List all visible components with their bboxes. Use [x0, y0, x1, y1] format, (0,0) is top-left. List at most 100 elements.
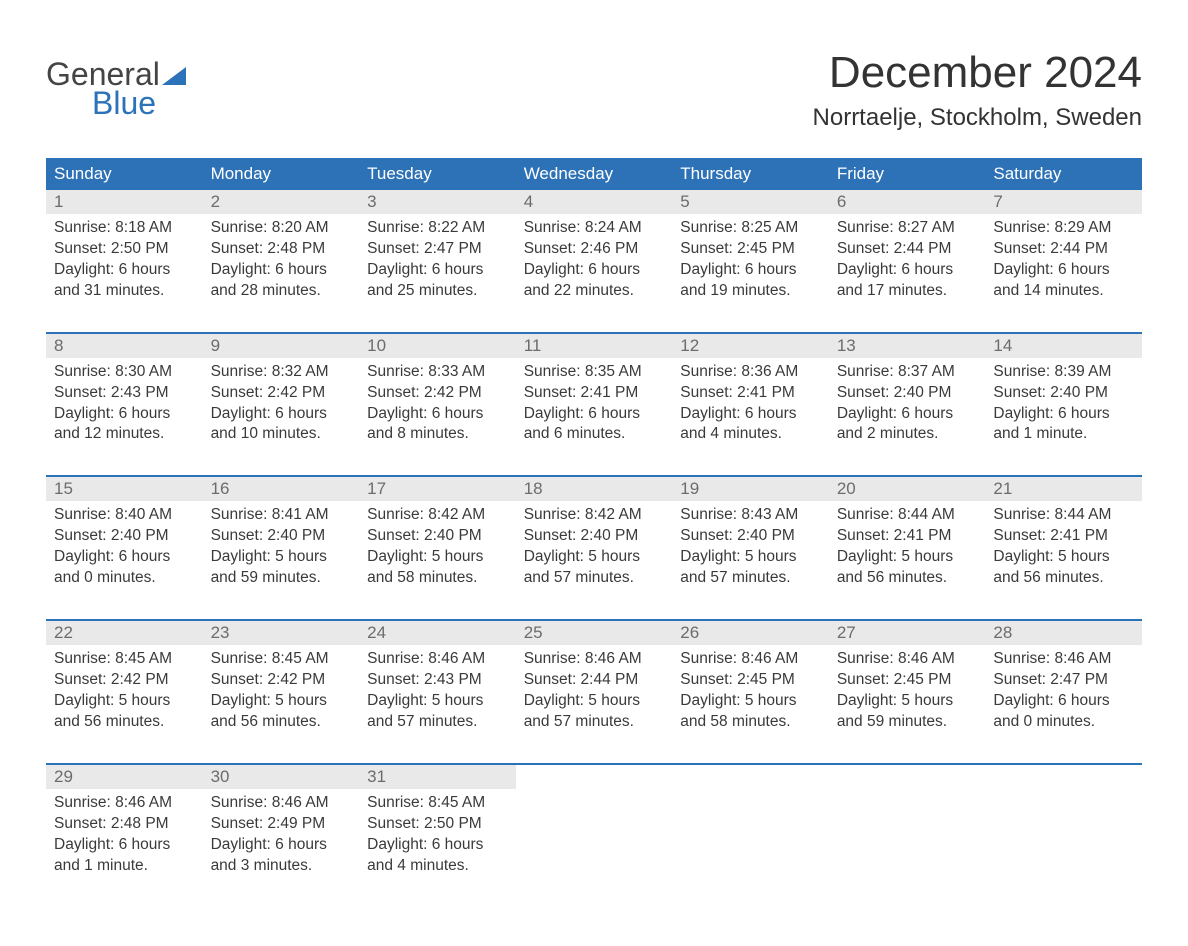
daylight-text-2: and 6 minutes.: [524, 424, 665, 445]
title-block: December 2024 Norrtaelje, Stockholm, Swe…: [813, 30, 1142, 140]
day-number: 19: [672, 477, 829, 501]
sunset-text: Sunset: 2:43 PM: [367, 670, 508, 691]
sunset-text: Sunset: 2:48 PM: [54, 814, 195, 835]
daylight-text-2: and 25 minutes.: [367, 281, 508, 302]
day-detail: Sunrise: 8:46 AMSunset: 2:49 PMDaylight:…: [203, 789, 360, 907]
day-detail: [672, 789, 829, 907]
sunset-text: Sunset: 2:40 PM: [680, 526, 821, 547]
day-detail: Sunrise: 8:44 AMSunset: 2:41 PMDaylight:…: [985, 501, 1142, 620]
day-detail: [829, 789, 986, 907]
day-detail: Sunrise: 8:30 AMSunset: 2:43 PMDaylight:…: [46, 358, 203, 477]
daylight-text-2: and 12 minutes.: [54, 424, 195, 445]
day-number: 9: [203, 334, 360, 358]
day-detail: Sunrise: 8:46 AMSunset: 2:43 PMDaylight:…: [359, 645, 516, 764]
daylight-text-2: and 56 minutes.: [993, 568, 1134, 589]
daylight-text-1: Daylight: 6 hours: [367, 835, 508, 856]
daylight-text-2: and 22 minutes.: [524, 281, 665, 302]
day-number: 20: [829, 477, 986, 501]
day-detail: Sunrise: 8:42 AMSunset: 2:40 PMDaylight:…: [516, 501, 673, 620]
daylight-text-2: and 59 minutes.: [837, 712, 978, 733]
day-number: 28: [985, 621, 1142, 645]
day-detail: Sunrise: 8:25 AMSunset: 2:45 PMDaylight:…: [672, 214, 829, 333]
day-number-row: 1234567: [46, 190, 1142, 214]
daylight-text-1: Daylight: 5 hours: [524, 691, 665, 712]
weekday-header: Saturday: [985, 158, 1142, 190]
day-number-row: 22232425262728: [46, 621, 1142, 645]
sunrise-text: Sunrise: 8:39 AM: [993, 362, 1134, 383]
daylight-text-2: and 4 minutes.: [680, 424, 821, 445]
daylight-text-2: and 8 minutes.: [367, 424, 508, 445]
sunset-text: Sunset: 2:47 PM: [367, 239, 508, 260]
day-detail-row: Sunrise: 8:18 AMSunset: 2:50 PMDaylight:…: [46, 214, 1142, 333]
day-detail: Sunrise: 8:29 AMSunset: 2:44 PMDaylight:…: [985, 214, 1142, 333]
sunrise-text: Sunrise: 8:43 AM: [680, 505, 821, 526]
sunset-text: Sunset: 2:40 PM: [993, 383, 1134, 404]
daylight-text-2: and 57 minutes.: [524, 712, 665, 733]
sunrise-text: Sunrise: 8:46 AM: [680, 649, 821, 670]
daylight-text-1: Daylight: 5 hours: [367, 691, 508, 712]
day-detail: Sunrise: 8:46 AMSunset: 2:45 PMDaylight:…: [672, 645, 829, 764]
sunrise-text: Sunrise: 8:36 AM: [680, 362, 821, 383]
day-detail: Sunrise: 8:33 AMSunset: 2:42 PMDaylight:…: [359, 358, 516, 477]
day-detail: Sunrise: 8:36 AMSunset: 2:41 PMDaylight:…: [672, 358, 829, 477]
sunrise-text: Sunrise: 8:42 AM: [367, 505, 508, 526]
sunset-text: Sunset: 2:46 PM: [524, 239, 665, 260]
day-number-row: 15161718192021: [46, 477, 1142, 501]
sunrise-text: Sunrise: 8:24 AM: [524, 218, 665, 239]
day-number: 15: [46, 477, 203, 501]
day-number: 22: [46, 621, 203, 645]
brand-logo: General Blue: [46, 30, 186, 118]
day-number: 21: [985, 477, 1142, 501]
daylight-text-2: and 31 minutes.: [54, 281, 195, 302]
sunrise-text: Sunrise: 8:45 AM: [54, 649, 195, 670]
day-detail: Sunrise: 8:45 AMSunset: 2:50 PMDaylight:…: [359, 789, 516, 907]
day-number: [985, 765, 1142, 789]
daylight-text-1: Daylight: 6 hours: [54, 835, 195, 856]
daylight-text-2: and 2 minutes.: [837, 424, 978, 445]
day-number: [829, 765, 986, 789]
daylight-text-2: and 57 minutes.: [524, 568, 665, 589]
sunset-text: Sunset: 2:50 PM: [54, 239, 195, 260]
sunset-text: Sunset: 2:45 PM: [680, 670, 821, 691]
day-detail: Sunrise: 8:22 AMSunset: 2:47 PMDaylight:…: [359, 214, 516, 333]
day-number: 10: [359, 334, 516, 358]
day-detail: Sunrise: 8:37 AMSunset: 2:40 PMDaylight:…: [829, 358, 986, 477]
weekday-header: Monday: [203, 158, 360, 190]
day-number: 1: [46, 190, 203, 214]
sunrise-text: Sunrise: 8:37 AM: [837, 362, 978, 383]
day-number: 2: [203, 190, 360, 214]
day-detail: Sunrise: 8:46 AMSunset: 2:45 PMDaylight:…: [829, 645, 986, 764]
daylight-text-2: and 56 minutes.: [837, 568, 978, 589]
sunrise-text: Sunrise: 8:30 AM: [54, 362, 195, 383]
sunrise-text: Sunrise: 8:40 AM: [54, 505, 195, 526]
daylight-text-1: Daylight: 5 hours: [680, 547, 821, 568]
brand-word2: Blue: [46, 85, 156, 121]
daylight-text-2: and 1 minute.: [993, 424, 1134, 445]
sunrise-text: Sunrise: 8:46 AM: [211, 793, 352, 814]
sunrise-text: Sunrise: 8:46 AM: [54, 793, 195, 814]
sunrise-text: Sunrise: 8:33 AM: [367, 362, 508, 383]
daylight-text-1: Daylight: 6 hours: [211, 260, 352, 281]
daylight-text-2: and 10 minutes.: [211, 424, 352, 445]
day-detail: Sunrise: 8:24 AMSunset: 2:46 PMDaylight:…: [516, 214, 673, 333]
sunset-text: Sunset: 2:45 PM: [837, 670, 978, 691]
day-detail: Sunrise: 8:40 AMSunset: 2:40 PMDaylight:…: [46, 501, 203, 620]
daylight-text-1: Daylight: 6 hours: [367, 260, 508, 281]
day-detail: Sunrise: 8:41 AMSunset: 2:40 PMDaylight:…: [203, 501, 360, 620]
day-detail: Sunrise: 8:18 AMSunset: 2:50 PMDaylight:…: [46, 214, 203, 333]
day-number: 26: [672, 621, 829, 645]
daylight-text-1: Daylight: 6 hours: [54, 404, 195, 425]
daylight-text-2: and 0 minutes.: [993, 712, 1134, 733]
sunset-text: Sunset: 2:41 PM: [993, 526, 1134, 547]
day-number: 12: [672, 334, 829, 358]
brand-sail-icon: [162, 67, 186, 85]
day-detail: Sunrise: 8:27 AMSunset: 2:44 PMDaylight:…: [829, 214, 986, 333]
sunset-text: Sunset: 2:44 PM: [993, 239, 1134, 260]
daylight-text-2: and 0 minutes.: [54, 568, 195, 589]
day-detail: Sunrise: 8:46 AMSunset: 2:47 PMDaylight:…: [985, 645, 1142, 764]
weekday-header: Thursday: [672, 158, 829, 190]
day-number: 4: [516, 190, 673, 214]
sunset-text: Sunset: 2:42 PM: [211, 670, 352, 691]
day-number: 5: [672, 190, 829, 214]
daylight-text-2: and 57 minutes.: [367, 712, 508, 733]
